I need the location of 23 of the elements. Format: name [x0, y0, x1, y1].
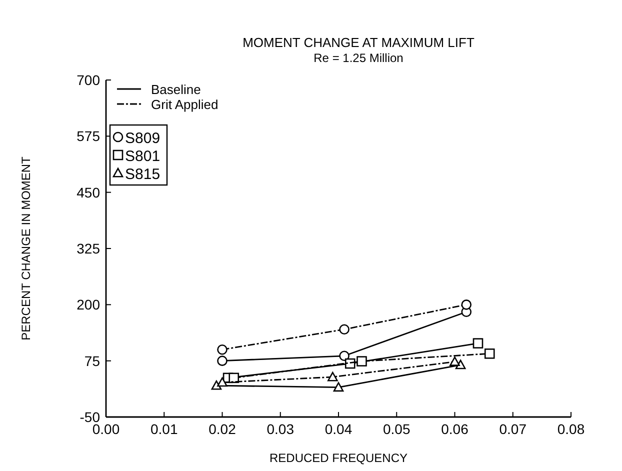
y-tick-label: 575 — [76, 128, 100, 144]
x-tick-label: 0.08 — [557, 421, 585, 437]
x-tick-label: 0.01 — [150, 421, 178, 437]
y-tick-label: 700 — [76, 72, 100, 88]
chart-subtitle: Re = 1.25 Million — [314, 51, 404, 65]
x-axis-title: REDUCED FREQUENCY — [269, 451, 408, 465]
x-tick-label: 0.03 — [266, 421, 294, 437]
y-tick-label: 75 — [84, 352, 100, 369]
y-axis-title: PERCENT CHANGE IN MOMENT — [19, 156, 33, 340]
x-tick-label: 0.06 — [441, 421, 469, 437]
chart-title: MOMENT CHANGE AT MAXIMUM LIFT — [242, 35, 474, 50]
annotation: Grit Applied — [151, 97, 218, 112]
y-tick-label: 450 — [76, 184, 100, 200]
x-tick-label: 0.07 — [499, 421, 527, 437]
annotation: Baseline — [151, 82, 201, 97]
legend-label: S815 — [125, 166, 160, 183]
legend-label: S801 — [125, 148, 160, 165]
x-tick-label: 0.04 — [324, 421, 352, 437]
x-tick-label: 0.05 — [383, 421, 410, 437]
y-tick-label: 200 — [76, 296, 100, 313]
legend-label: S809 — [125, 130, 160, 147]
y-tick-label: 325 — [76, 240, 100, 256]
x-tick-label: 0.02 — [208, 421, 236, 437]
